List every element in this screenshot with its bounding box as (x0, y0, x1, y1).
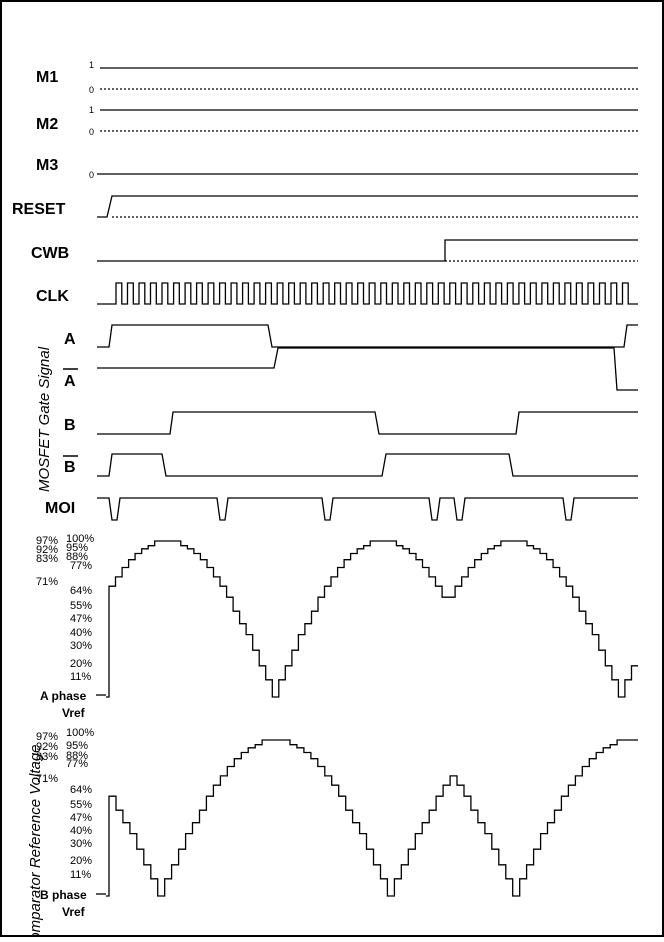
b-pct-20: 20% (70, 855, 92, 867)
label-b: B (64, 417, 76, 434)
a-pct-97: 97% (36, 535, 58, 547)
vref-group-label: Comparator Reference Voltage (27, 744, 44, 937)
m2-waveform (100, 109, 638, 132)
b-pct-40: 40% (70, 825, 92, 837)
a-phase-label: A phase (40, 689, 87, 703)
a-pct-20: 20% (70, 658, 92, 670)
b-pct-77: 77% (66, 758, 88, 770)
moi-waveform (97, 497, 638, 521)
b-phase-label: B phase (40, 888, 87, 902)
b-pct-64: 64% (70, 784, 92, 796)
level-m2-high: 1 (89, 105, 94, 115)
a-pct-71: 71% (36, 576, 58, 588)
b-pct-100: 100% (66, 727, 94, 739)
m1-waveform (100, 67, 638, 90)
label-m2: M2 (36, 116, 58, 133)
a-pct-64: 64% (70, 585, 92, 597)
b-pct-97: 97% (36, 731, 58, 743)
b-pct-55: 55% (70, 799, 92, 811)
b-pct-95: 95% (66, 740, 88, 752)
clk-waveform (97, 282, 638, 305)
label-b-bar: B (64, 459, 76, 476)
a-pct-47: 47% (70, 613, 92, 625)
b-bar-waveform (97, 453, 638, 477)
b-vref-waveform (106, 739, 638, 897)
b-pct-83: 83% (36, 751, 58, 763)
b-pct-47: 47% (70, 812, 92, 824)
a-pct-92: 92% (36, 544, 58, 556)
b-vref-scale: 97% 100% 92% 95% 83% 88% 77% 71% 64% 55%… (36, 727, 94, 881)
a-pct-100: 100% (66, 533, 94, 545)
b-pct-11: 11% (70, 869, 91, 881)
a-vref-scale: 97% 100% 92% 95% 83% 88% 77% 71% 64% 55%… (36, 533, 94, 683)
b-pct-30: 30% (70, 838, 92, 850)
a-pct-11: 11% (70, 671, 91, 683)
label-clk: CLK (36, 288, 69, 305)
label-m3: M3 (36, 157, 58, 174)
reset-waveform (97, 195, 638, 218)
label-cwb: CWB (31, 245, 69, 262)
a-pct-55: 55% (70, 600, 92, 612)
mosfet-group-label: MOSFET Gate Signal (36, 346, 53, 492)
a-pct-83: 83% (36, 553, 58, 565)
a-waveform (97, 324, 638, 348)
b-pct-88: 88% (66, 750, 88, 762)
a-vref-waveform (106, 540, 638, 698)
level-m1-high: 1 (89, 60, 94, 70)
a-pct-95: 95% (66, 542, 88, 554)
a-bar-waveform (97, 347, 638, 391)
label-reset: RESET (12, 201, 66, 218)
label-moi: MOI (45, 500, 75, 517)
a-pct-40: 40% (70, 627, 92, 639)
b-pct-71: 71% (36, 773, 58, 785)
b-pct-92: 92% (36, 741, 58, 753)
b-phase-vref-label: Vref (62, 905, 86, 919)
b-waveform (97, 411, 638, 435)
label-m1: M1 (36, 69, 58, 86)
level-m3-low: 0 (89, 170, 94, 180)
level-m2-low: 0 (89, 127, 94, 137)
level-m1-low: 0 (89, 85, 94, 95)
a-pct-30: 30% (70, 640, 92, 652)
label-a: A (64, 331, 76, 348)
a-phase-vref-label: Vref (62, 706, 86, 720)
label-a-bar: A (64, 373, 76, 390)
cwb-waveform (97, 239, 638, 262)
a-pct-77: 77% (70, 560, 92, 572)
a-pct-88: 88% (66, 551, 88, 563)
